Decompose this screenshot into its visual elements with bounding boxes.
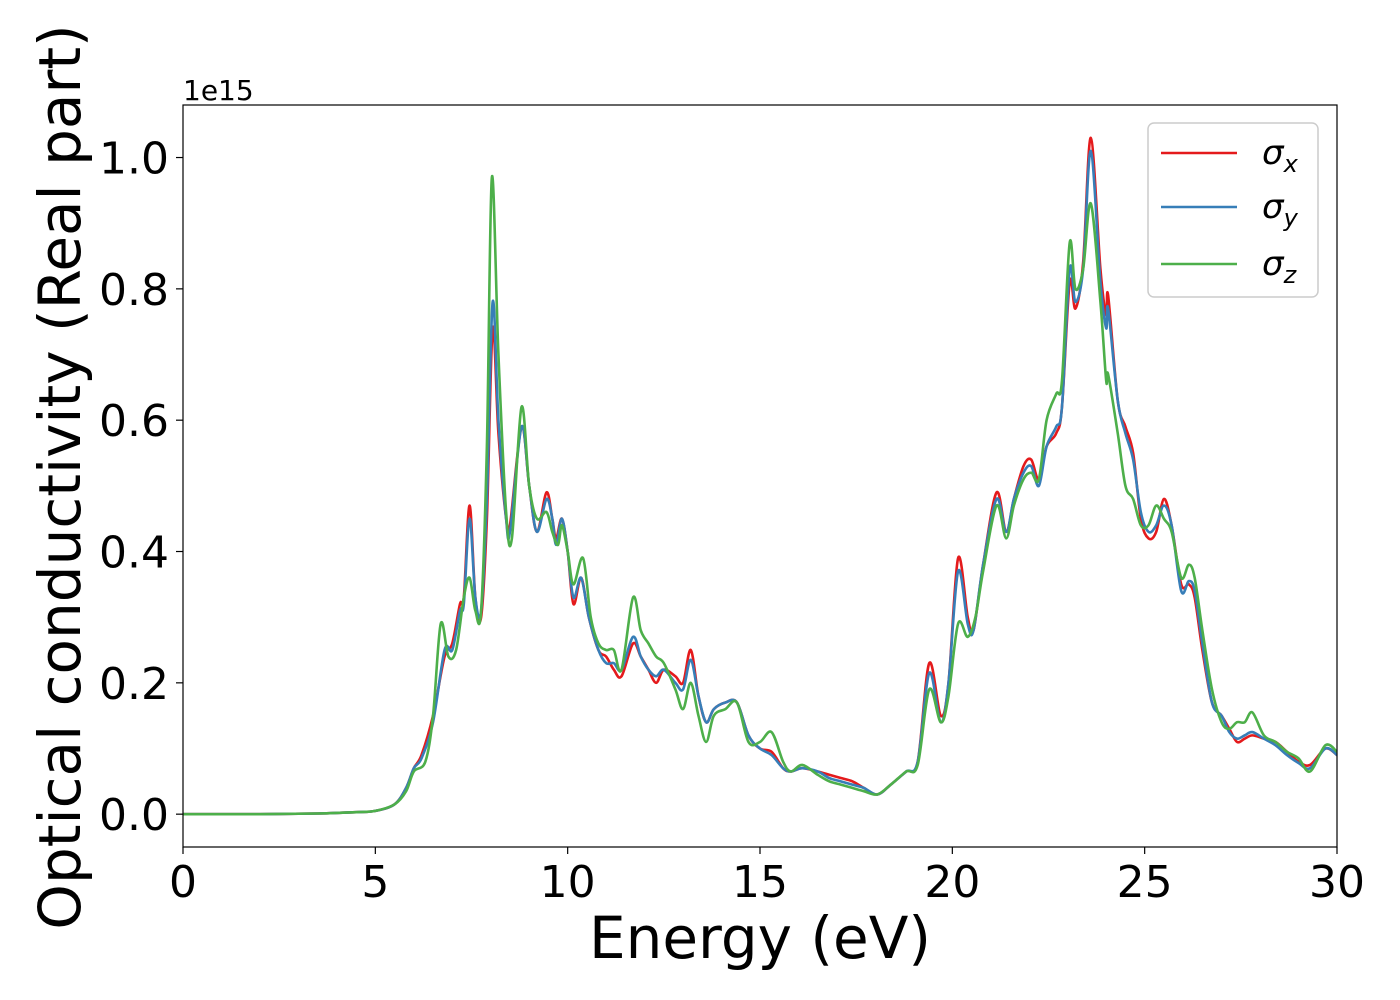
x-tick-label: 10: [540, 857, 596, 908]
y-tick-label: 0.0: [99, 790, 169, 841]
x-axis-label: Energy (eV): [589, 904, 931, 972]
legend-label-x: σx: [1262, 133, 1299, 178]
legend-label-z: σz: [1262, 244, 1298, 289]
series-line-z: [182, 174, 1338, 816]
legend: σx σy σz: [1147, 122, 1319, 298]
legend-frame: [1147, 122, 1319, 298]
series-line-y: [182, 149, 1338, 816]
legend-label-y: σy: [1262, 187, 1299, 232]
x-tick-label: 5: [361, 857, 389, 908]
y-tick-label: 0.8: [99, 265, 169, 316]
x-tick-label: 0: [169, 857, 197, 908]
y-offset-label: 1e15: [183, 74, 254, 107]
series-layer: [182, 136, 1338, 816]
y-axis-ticks: 0.0 0.2 0.4 0.6 0.8 1.0: [99, 134, 183, 841]
x-axis-ticks: 0 5 10 15 20 25 30: [169, 847, 1365, 908]
x-tick-label: 20: [924, 857, 980, 908]
x-tick-label: 30: [1309, 857, 1365, 908]
plot-area: [183, 105, 1337, 847]
x-tick-label: 15: [732, 857, 788, 908]
x-tick-label: 25: [1117, 857, 1173, 908]
y-tick-label: 0.6: [99, 396, 169, 447]
y-tick-label: 0.4: [99, 528, 169, 579]
y-tick-label: 0.2: [99, 659, 169, 710]
y-tick-label: 1.0: [99, 134, 169, 185]
y-axis-label: Optical conductivity (Real part): [26, 24, 94, 929]
